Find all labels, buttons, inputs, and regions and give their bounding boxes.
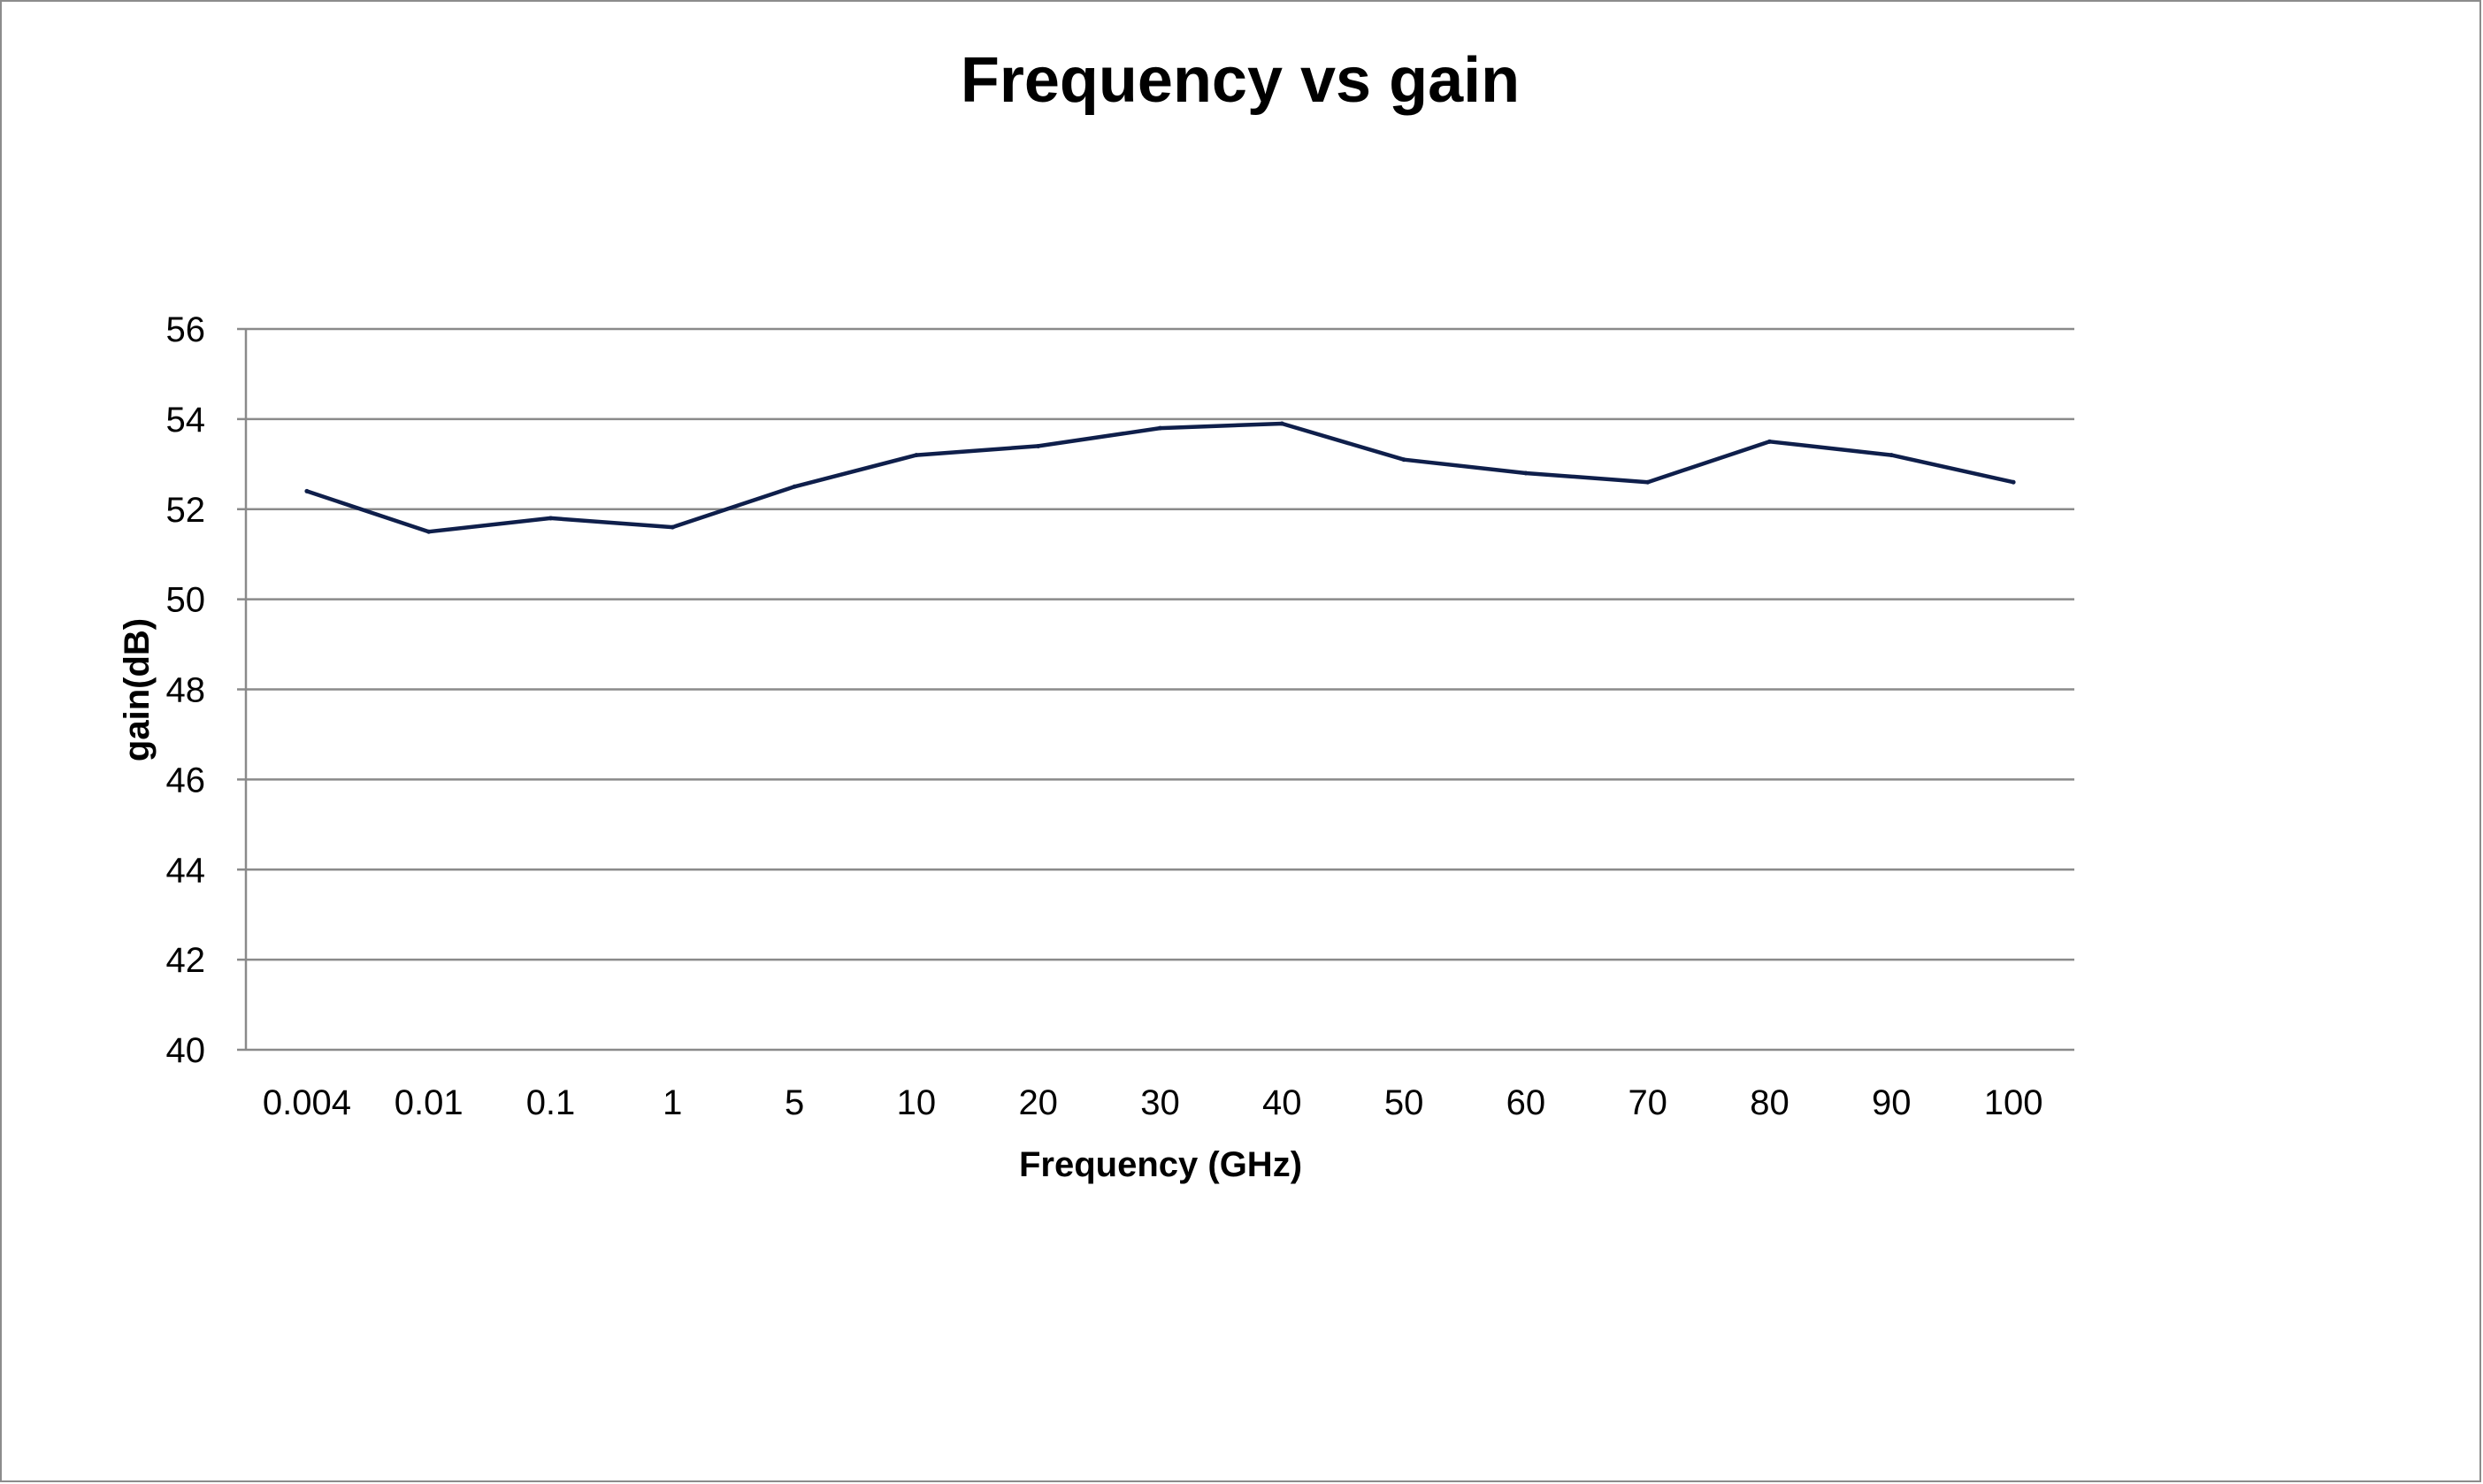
x-tick-label: 5: [785, 1083, 804, 1122]
data-point: [304, 488, 310, 493]
x-tick-label: 70: [1628, 1083, 1667, 1122]
x-tick-label: 10: [897, 1083, 937, 1122]
x-tick-label: 90: [1872, 1083, 1912, 1122]
y-tick-label: 52: [166, 491, 206, 530]
x-tick-label: 30: [1140, 1083, 1180, 1122]
y-tick-label: 40: [166, 1031, 206, 1070]
series-line: [304, 421, 2016, 534]
data-point: [2011, 479, 2016, 485]
y-tick-label: 46: [166, 761, 206, 799]
x-tick-label: 60: [1506, 1083, 1546, 1122]
x-tick-labels: 0.004 0.01 0.1 1 5 10 20 30 40 50 60 70 80 90 100: [263, 1083, 2043, 1122]
x-tick-label: 1: [663, 1083, 682, 1122]
x-tick-label: 0.004: [263, 1083, 351, 1122]
data-point: [1036, 443, 1041, 448]
data-point: [1889, 453, 1894, 458]
y-tick-label: 54: [166, 401, 206, 440]
chart-title: Frequency vs gain: [961, 45, 1520, 116]
x-tick-label: 50: [1384, 1083, 1424, 1122]
x-tick-label: 80: [1750, 1083, 1789, 1122]
data-point: [670, 524, 675, 530]
axes: [237, 327, 2074, 1052]
x-tick-label: 20: [1018, 1083, 1058, 1122]
y-tick-label: 56: [166, 310, 206, 349]
y-tick-labels: 40 42 44 46 48 50 52 54 56: [166, 310, 206, 1070]
data-point: [1401, 457, 1406, 463]
data-point: [792, 484, 797, 489]
x-tick-label: 0.01: [395, 1083, 464, 1122]
data-point: [1767, 439, 1772, 444]
y-tick-label: 48: [166, 671, 206, 710]
gridlines: [246, 327, 2074, 961]
y-tick-label: 42: [166, 941, 206, 980]
x-tick-label: 0.1: [526, 1083, 576, 1122]
series-layer: [304, 421, 2016, 534]
data-point: [914, 453, 919, 458]
data-point: [1523, 470, 1529, 476]
data-point: [548, 516, 553, 521]
x-tick-label: 40: [1262, 1083, 1302, 1122]
data-point: [1645, 479, 1651, 485]
y-tick-label: 44: [166, 851, 206, 890]
x-axis-title: Frequency (GHz): [1019, 1145, 1302, 1184]
x-tick-label: 100: [1984, 1083, 2043, 1122]
data-point: [1279, 421, 1284, 426]
data-point: [426, 529, 432, 534]
y-tick-label: 50: [166, 581, 206, 620]
y-axis-title: gain(dB): [118, 618, 157, 761]
data-point: [1158, 425, 1162, 431]
